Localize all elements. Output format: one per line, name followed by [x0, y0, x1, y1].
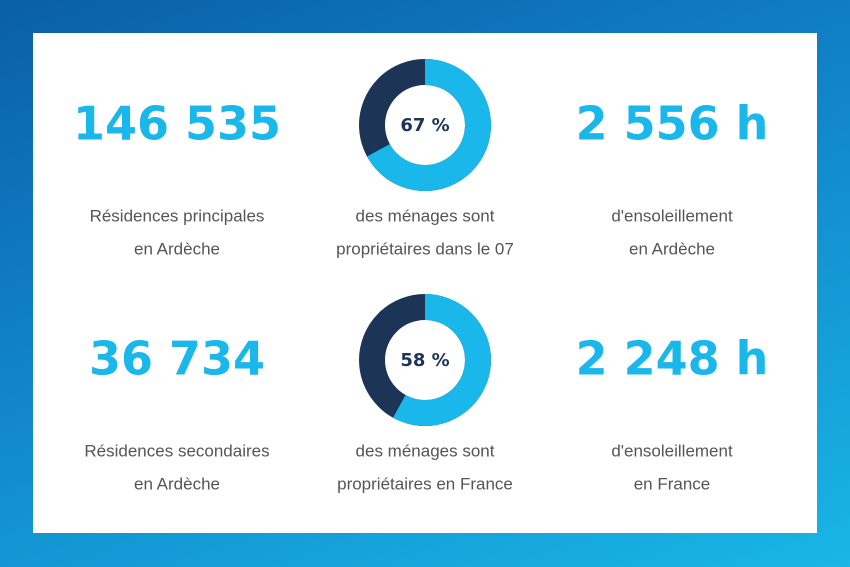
big-number: 2 248 h — [576, 332, 769, 386]
caption: propriétaires en France — [337, 474, 513, 493]
big-number: 146 535 — [73, 97, 281, 151]
card — [33, 33, 817, 533]
caption: d'ensoleillement — [611, 206, 733, 225]
caption: en Ardèche — [134, 474, 220, 493]
caption: en France — [634, 474, 711, 493]
donut-arc — [359, 294, 491, 426]
caption: propriétaires dans le 07 — [336, 239, 514, 258]
big-number: 36 734 — [89, 332, 265, 386]
caption: des ménages sont — [356, 441, 495, 460]
caption: d'ensoleillement — [611, 441, 733, 460]
big-number: 2 556 h — [576, 97, 769, 151]
caption: Résidences principales — [90, 206, 265, 225]
donut-label: 67 % — [400, 115, 449, 136]
caption: Résidences secondaires — [84, 441, 269, 460]
donut-arc — [359, 59, 491, 191]
caption: en Ardèche — [134, 239, 220, 258]
caption: en Ardèche — [629, 239, 715, 258]
caption: des ménages sont — [356, 206, 495, 225]
donut-label: 58 % — [400, 350, 449, 371]
